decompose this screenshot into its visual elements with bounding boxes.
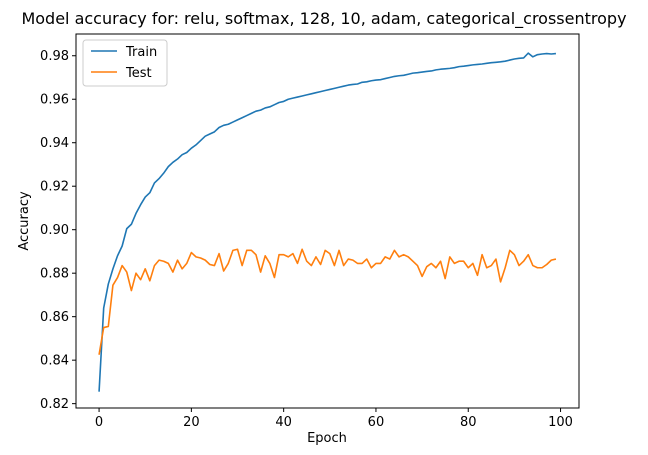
y-tick-label: 0.96 — [40, 93, 69, 108]
x-tick-label: 80 — [460, 415, 477, 430]
y-tick-label: 0.84 — [40, 354, 69, 369]
x-tick-label: 60 — [368, 415, 385, 430]
y-tick-label: 0.86 — [40, 310, 69, 325]
y-axis-label: Accuracy — [17, 191, 32, 251]
y-tick-label: 0.98 — [40, 49, 69, 64]
plot-area — [76, 34, 579, 408]
y-tick-label: 0.82 — [40, 397, 69, 412]
y-tick-label: 0.94 — [40, 136, 69, 151]
y-tick-label: 0.90 — [40, 223, 69, 238]
legend: Train Test — [82, 39, 168, 87]
axis-ticks: 0 20 40 60 80 100 0.82 0.84 0.86 0.88 0.90 0.92 0.94… — [40, 49, 573, 430]
series-line-test — [98, 248, 557, 355]
legend-label-test: Test — [125, 66, 152, 81]
y-tick-label: 0.92 — [40, 180, 69, 195]
chart-title: Model accuracy for: relu, softmax, 128, … — [21, 9, 626, 29]
x-tick-label: 40 — [275, 415, 292, 430]
x-tick-label: 20 — [183, 415, 200, 430]
y-tick-label: 0.88 — [40, 267, 69, 282]
series-line-train — [98, 52, 557, 392]
x-axis-label: Epoch — [307, 431, 347, 446]
series-lines — [98, 52, 557, 392]
plot-frame — [75, 33, 580, 409]
legend-label-train: Train — [125, 45, 157, 60]
x-tick-label: 100 — [548, 415, 573, 430]
x-tick-label: 0 — [95, 415, 103, 430]
